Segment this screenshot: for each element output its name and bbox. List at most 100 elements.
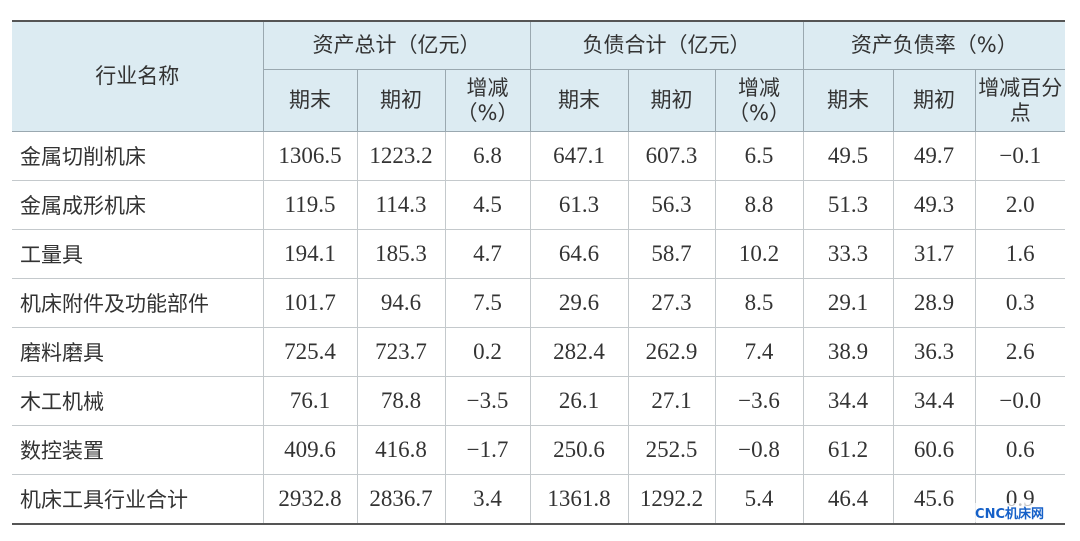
cell: 1292.2 xyxy=(627,474,716,525)
cell: 1361.8 xyxy=(529,474,629,525)
cell: 8.5 xyxy=(714,278,804,328)
row-name: 金属切削机床 xyxy=(12,131,264,181)
cell: 27.3 xyxy=(627,278,716,328)
cell: −3.6 xyxy=(714,376,804,426)
cell: 31.7 xyxy=(892,229,976,279)
cell: 49.7 xyxy=(892,131,976,181)
subcolumn-header: 增减（%） xyxy=(714,69,804,132)
cell: 49.3 xyxy=(892,180,976,230)
cell: −0.0 xyxy=(974,376,1066,426)
cell: 0.6 xyxy=(974,425,1066,475)
cell: 28.9 xyxy=(892,278,976,328)
row-name: 机床工具行业合计 xyxy=(12,474,264,525)
cell: 101.7 xyxy=(262,278,358,328)
cell: 29.6 xyxy=(529,278,629,328)
subcolumn-header: 期末 xyxy=(263,69,358,132)
cell: 46.4 xyxy=(802,474,894,525)
data-table: 行业名称 资产总计（亿元） 负债合计（亿元） 资产负债率（%） 期末 期初 增减（%） 期末期… xyxy=(12,20,1066,525)
cell: 5.4 xyxy=(714,474,804,525)
cell: 194.1 xyxy=(262,229,358,279)
cell: 409.6 xyxy=(262,425,358,475)
table-row: 机床工具行业合计 2932.8 2836.7 3.4 1361.8 1292.2 5.4 46… xyxy=(12,474,1066,525)
cell: 3.4 xyxy=(444,474,531,525)
subcolumn-header: 期初 xyxy=(356,69,446,132)
cell: 0.3 xyxy=(974,278,1066,328)
cell: 7.5 xyxy=(444,278,531,328)
cell: 725.4 xyxy=(262,327,358,377)
table-row: 数控装置 409.6 416.8 −1.7 250.6 252.5 −0.8 61.2 60.6… xyxy=(12,425,1066,475)
cell: −1.7 xyxy=(444,425,531,475)
subcolumn-header: 增减（%） xyxy=(444,69,531,132)
row-name: 磨料磨具 xyxy=(12,327,264,377)
table-row: 工量具 194.1 185.3 4.7 64.6 58.7 10.2 33.3 31.7 1.6 xyxy=(12,229,1066,279)
cell: 27.1 xyxy=(627,376,716,426)
cell: 56.3 xyxy=(627,180,716,230)
cell: 51.3 xyxy=(802,180,894,230)
cell: 49.5 xyxy=(802,131,894,181)
cell: 64.6 xyxy=(529,229,629,279)
row-name: 机床附件及功能部件 xyxy=(12,278,264,328)
cell: 94.6 xyxy=(356,278,446,328)
table-row: 磨料磨具 725.4 723.7 0.2 282.4 262.9 7.4 38.9 36.3 2.… xyxy=(12,327,1066,377)
table-row: 金属成形机床 119.5 114.3 4.5 61.3 56.3 8.8 51.3 49.3 2.… xyxy=(12,180,1066,230)
cell: −0.1 xyxy=(974,131,1066,181)
cell: 416.8 xyxy=(356,425,446,475)
cell: 0.2 xyxy=(444,327,531,377)
cell: 4.7 xyxy=(444,229,531,279)
row-label-header: 行业名称 xyxy=(12,20,264,132)
table-row: 金属切削机床 1306.5 1223.2 6.8 647.1 607.3 6.5 49.5 49… xyxy=(12,131,1066,181)
group-header: 资产总计（亿元） xyxy=(262,20,531,70)
cell: 1306.5 xyxy=(262,131,358,181)
cell: 33.3 xyxy=(802,229,894,279)
cell: 607.3 xyxy=(627,131,716,181)
table-body: 金属切削机床 1306.5 1223.2 6.8 647.1 607.3 6.5 49.5 49… xyxy=(12,131,1066,525)
row-name: 金属成形机床 xyxy=(12,180,264,230)
row-name: 木工机械 xyxy=(12,376,264,426)
cell: 58.7 xyxy=(627,229,716,279)
cell: 26.1 xyxy=(529,376,629,426)
cell: 185.3 xyxy=(356,229,446,279)
cell: 45.6 xyxy=(892,474,976,525)
cell: 78.8 xyxy=(356,376,446,426)
cell: −3.5 xyxy=(444,376,531,426)
row-name: 工量具 xyxy=(12,229,264,279)
group-header: 负债合计（亿元） xyxy=(529,20,804,70)
group-header: 资产负债率（%） xyxy=(802,20,1066,70)
subheader-row: 期末 期初 增减（%） 期末 期初 增减（%） 期末 期初 增减百分点 xyxy=(12,69,1066,132)
cell: 647.1 xyxy=(529,131,629,181)
cell: −0.8 xyxy=(714,425,804,475)
cell: 250.6 xyxy=(529,425,629,475)
cell: 2932.8 xyxy=(262,474,358,525)
cell: 10.2 xyxy=(714,229,804,279)
subcolumn-header: 期末 xyxy=(802,69,894,132)
cell: 114.3 xyxy=(356,180,446,230)
subcolumn-header: 期初 xyxy=(627,69,716,132)
cell: 6.5 xyxy=(714,131,804,181)
cell: 4.5 xyxy=(444,180,531,230)
cell: 282.4 xyxy=(529,327,629,377)
cell: 29.1 xyxy=(802,278,894,328)
subcolumn-header: 期初 xyxy=(892,69,976,132)
table-header: 行业名称 资产总计（亿元） 负债合计（亿元） 资产负债率（%） 期末 期初 增减（%） 期末期… xyxy=(12,20,1066,132)
cell: 1223.2 xyxy=(356,131,446,181)
cell: 2.6 xyxy=(974,327,1066,377)
cell: 1.6 xyxy=(974,229,1066,279)
header-row: 行业名称 资产总计（亿元） 负债合计（亿元） 资产负债率（%） xyxy=(12,20,1066,132)
cell: 76.1 xyxy=(262,376,358,426)
table-row: 木工机械 76.1 78.8 −3.5 26.1 27.1 −3.6 34.4 34.4 −0.0 xyxy=(12,376,1066,426)
cell: 723.7 xyxy=(356,327,446,377)
cell: 262.9 xyxy=(627,327,716,377)
cell: 34.4 xyxy=(892,376,976,426)
subcolumn-header: 期末 xyxy=(529,69,629,132)
cell: 119.5 xyxy=(262,180,358,230)
cell: 36.3 xyxy=(892,327,976,377)
cell: 8.8 xyxy=(714,180,804,230)
cell: 2.0 xyxy=(974,180,1066,230)
cell: 34.4 xyxy=(802,376,894,426)
subcolumn-header: 增减百分点 xyxy=(974,69,1066,132)
cell: 7.4 xyxy=(714,327,804,377)
cell: 61.3 xyxy=(529,180,629,230)
row-name: 数控装置 xyxy=(12,425,264,475)
table-row: 机床附件及功能部件 101.7 94.6 7.5 29.6 27.3 8.5 29.1 28.9… xyxy=(12,278,1066,328)
